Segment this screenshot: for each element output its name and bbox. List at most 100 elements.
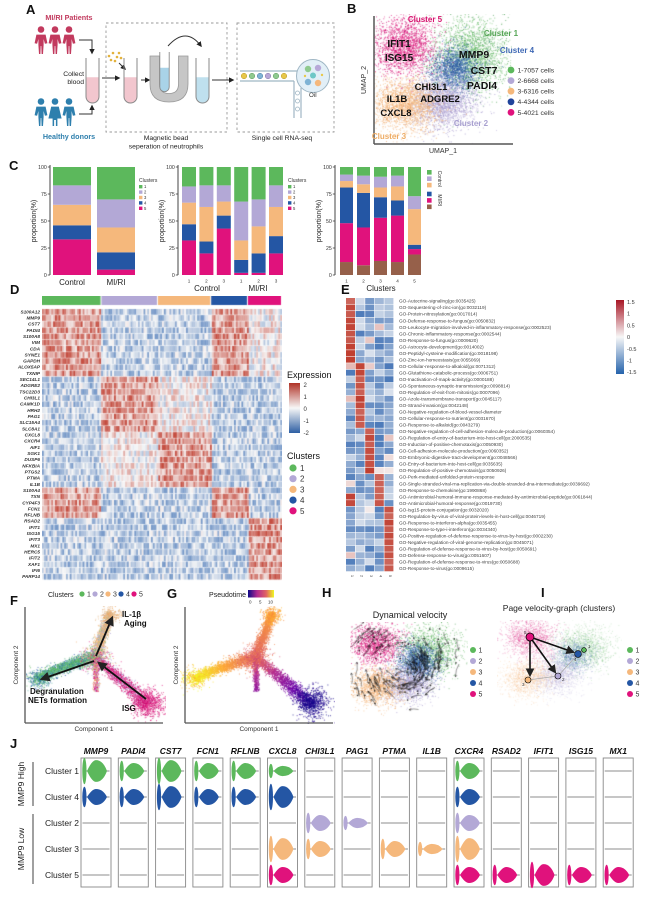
bar-segment [374, 167, 387, 177]
svg-text:3: 3 [293, 195, 296, 200]
go-heat-cell [346, 350, 355, 357]
panel-label-e: E [341, 282, 350, 297]
svg-text:MI/RI: MI/RI [436, 194, 442, 206]
violin-box [80, 757, 112, 888]
go-heat-cell [384, 395, 394, 402]
bar-segment [408, 209, 421, 245]
violin-gene-title: CXCR4 [455, 746, 484, 756]
legend-item-label: 2 [636, 659, 640, 666]
bar-segment [199, 167, 214, 186]
go-heat-cell [374, 434, 384, 441]
violin-box [304, 757, 336, 888]
go-heat-cell [374, 343, 384, 350]
paga-legend: 1 2 3 4 5 [627, 647, 640, 699]
violin-shape [310, 815, 331, 831]
go-heat-cell [346, 311, 355, 318]
go-heat-cell [365, 356, 375, 363]
go-heat-cell [384, 415, 394, 422]
cluster4-label: Cluster 4 [500, 46, 535, 55]
go-heat-cell [365, 545, 375, 552]
go-heat-cell [365, 461, 375, 467]
go-heat-cell [374, 552, 384, 559]
bar-segment [269, 236, 283, 254]
gene-label: S100A8 [23, 334, 40, 339]
svg-text:1: 1 [588, 644, 591, 649]
svg-text:1: 1 [350, 575, 355, 578]
go-heat-cell [346, 539, 355, 546]
violin-shape [609, 867, 630, 883]
panel-label-g: G [167, 586, 177, 601]
panel-h-velocity: Dynamical velocity 1 2 3 4 5 [373, 610, 483, 699]
go-heat-cell [365, 382, 375, 389]
violin-box [378, 757, 410, 888]
legend-dot [507, 66, 515, 74]
violin-gene-title: ISG15 [569, 746, 593, 756]
violin-gene-title: MMP9 [84, 746, 109, 756]
svg-text:10: 10 [268, 600, 274, 605]
violin-shape [273, 786, 294, 808]
legend-item-label: 2-6668 cells [518, 78, 555, 85]
legend-dot [507, 98, 515, 106]
violin-box [416, 757, 448, 888]
go-heat-cell [365, 506, 375, 513]
svg-text:5: 5 [139, 592, 143, 599]
svg-text:Aging: Aging [124, 619, 147, 628]
go-term-label: GO-Response-to-fungus(go:0009620) [399, 338, 478, 343]
bar-segment [408, 167, 421, 197]
go-term-label: GO-Antimicrobial-humoral-immune-response… [399, 494, 593, 499]
gene-label: PTGS2 [25, 469, 41, 474]
svg-text:0: 0 [627, 335, 630, 341]
svg-text:IL-1β: IL-1β [122, 610, 141, 619]
legend-dot [627, 680, 633, 686]
violin-shape [310, 841, 331, 857]
bar-segment [340, 181, 353, 188]
gene-label: PADI4 [27, 328, 41, 333]
go-term-label: GO-Entry-of-bacterium-into-host-cell(go:… [399, 462, 503, 467]
go-heat-cell [355, 324, 365, 331]
panel-label-f: F [10, 593, 18, 608]
go-heat-cell [374, 461, 384, 467]
go-colorbar: 1.5 1 0.5 0 -0.5 -1 -1.5 [616, 300, 636, 376]
go-term-label: GO-Defense-response-to-virus(go:0051607) [399, 553, 491, 558]
go-heat-cell [346, 487, 355, 494]
go-heat-cell [365, 317, 375, 324]
go-heat-cell [384, 539, 394, 546]
legend-dot [289, 475, 297, 483]
go-heat-cell [374, 506, 384, 513]
svg-text:Clusters: Clusters [288, 178, 307, 184]
gene-label: PTMA [27, 476, 41, 481]
go-heat-cell [355, 454, 365, 461]
go-term-label: GO-Chronic-inflammatory-response(go:0002… [399, 331, 502, 336]
legend-item-label: 1 [636, 648, 640, 655]
go-heat-cell [384, 454, 394, 461]
svg-text:Control: Control [436, 171, 442, 187]
gene-label: HERC5 [24, 550, 40, 555]
go-heat-cell [384, 317, 394, 324]
go-heat-cell [355, 474, 365, 481]
go-heat-cell [346, 402, 355, 409]
bar-segment [182, 186, 196, 203]
go-heat-cell [365, 395, 375, 402]
go-heat-cell [346, 356, 355, 363]
go-term-label: GO-Regulation-of-defense-response-to-vir… [399, 546, 537, 551]
go-heat-cell [374, 480, 384, 487]
svg-text:2: 2 [257, 279, 260, 284]
svg-text:3: 3 [379, 279, 382, 284]
bar-segment [391, 186, 404, 201]
svg-text:Control: Control [194, 284, 220, 293]
go-heat-cell [346, 545, 355, 552]
violin-group-label: MMP9 High [16, 762, 26, 807]
go-heat-cell [355, 350, 365, 357]
trajectory-pseudotime-canvas [180, 606, 335, 724]
go-heat-cell [365, 343, 375, 350]
go-heat-cell [374, 382, 384, 389]
legend-dot [507, 109, 515, 116]
bar-segment [234, 201, 249, 241]
go-heat-cell [374, 500, 384, 507]
bar-segment [97, 252, 135, 270]
violin-gene-title: PTMA [382, 746, 406, 756]
collect-blood-label: Collect [63, 71, 84, 78]
umap-legend: 1-7057 cells 2-6668 cells 3-6316 cells 4-43… [507, 66, 555, 117]
panel-label-c: C [9, 158, 19, 173]
legend-dot [507, 87, 515, 95]
